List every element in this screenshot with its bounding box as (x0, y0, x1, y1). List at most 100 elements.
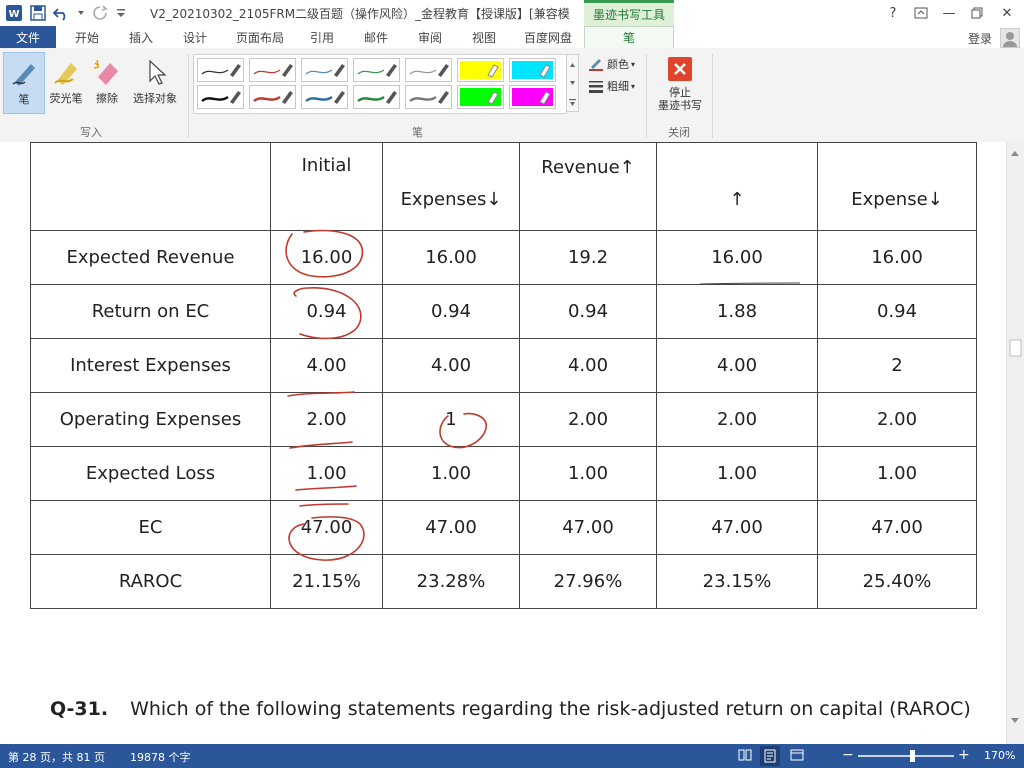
table-cell: 0.94 (270, 284, 383, 339)
undo-dropdown-icon[interactable] (76, 3, 86, 23)
table-row: EC 47.00 47.00 47.00 47.00 47.00 (30, 500, 977, 555)
ribbon-tab-bar: 文件 开始 插入 设计 页面布局 引用 邮件 审阅 视图 百度网盘 笔 (0, 26, 1024, 49)
eraser-icon (89, 54, 125, 90)
pen-swatch[interactable] (301, 58, 348, 82)
help-button[interactable]: ? (889, 5, 897, 21)
row-label-cell: Interest Expenses (30, 338, 271, 393)
quick-access-toolbar: W (4, 3, 132, 23)
title-bar: W V2_20210302_2105FRM二级百题（操作风险）_金程教育【授课版… (0, 0, 1024, 26)
pen-swatch[interactable] (353, 58, 400, 82)
pen-color-button[interactable]: 颜色 ▾ (588, 56, 635, 72)
word-app-icon[interactable]: W (4, 3, 24, 23)
pen-swatch[interactable] (301, 85, 348, 109)
table-cell: 0.94 (817, 284, 977, 339)
select-objects-button[interactable]: 选择对象 (128, 52, 182, 114)
zoom-in-button[interactable]: + (958, 747, 970, 763)
customize-qat-icon[interactable] (114, 3, 128, 23)
pen-swatch[interactable] (509, 85, 556, 109)
close-button[interactable]: ✕ (1001, 5, 1013, 21)
pen-icon (6, 55, 42, 91)
header-expenses-down: Expenses↓ (382, 142, 520, 231)
pen-swatch[interactable] (457, 85, 504, 109)
document-page[interactable]: Initial Expenses↓ Revenue↑ ↑ Expense↓ Ex… (0, 142, 1006, 744)
undo-icon[interactable] (52, 3, 72, 23)
context-tab-group-label: 墨迹书写工具 (584, 0, 674, 26)
read-mode-icon[interactable] (738, 749, 752, 764)
tab-file[interactable]: 文件 (0, 26, 56, 48)
pen-tool-button[interactable]: 笔 (3, 52, 45, 114)
table-row: Expected Revenue 16.00 16.00 19.2 16.00 16.00 (30, 230, 977, 285)
table-row: Expected Loss 1.00 1.00 1.00 1.00 1.00 (30, 446, 977, 501)
pen-swatch[interactable] (509, 58, 556, 82)
zoom-slider-thumb[interactable] (910, 750, 915, 762)
vertical-scrollbar[interactable] (1006, 142, 1024, 744)
pen-swatch[interactable] (249, 58, 296, 82)
stop-inking-label-line1: 停止 (669, 86, 691, 99)
pen-swatch[interactable] (405, 58, 452, 82)
tab-references[interactable]: 引用 (309, 30, 334, 45)
pen-swatch[interactable] (249, 85, 296, 109)
pen-swatch[interactable] (197, 85, 244, 109)
chevron-down-icon: ▾ (631, 59, 636, 69)
thickness-icon (589, 81, 603, 93)
redo-icon[interactable] (90, 3, 110, 23)
stop-inking-button[interactable]: 停止 墨迹书写 (654, 56, 706, 118)
pen-thickness-button[interactable]: 粗细 ▾ (588, 78, 635, 94)
table-cell: 4.00 (270, 338, 383, 393)
table-cell: 0.94 (382, 284, 520, 339)
highlighter-tool-button[interactable]: 荧光笔 (46, 52, 86, 114)
gallery-scroll[interactable] (566, 54, 579, 112)
table-row: Interest Expenses 4.00 4.00 4.00 4.00 2 (30, 338, 977, 393)
tab-page-layout[interactable]: 页面布局 (235, 30, 284, 45)
tab-mailings[interactable]: 邮件 (363, 30, 388, 45)
minimize-button[interactable]: — (942, 5, 956, 21)
eraser-tool-button[interactable]: 擦除 (88, 52, 126, 114)
table-cell: 21.15% (270, 554, 383, 609)
pen-swatch[interactable] (405, 85, 452, 109)
question-number: Q-31. (50, 698, 109, 720)
row-label-cell: RAROC (30, 554, 271, 609)
sign-in-link[interactable]: 登录 (967, 32, 992, 46)
svg-text:W: W (8, 9, 19, 20)
save-icon[interactable] (28, 3, 48, 23)
chevron-down-icon: ▾ (631, 81, 636, 91)
ribbon-display-options-button[interactable] (908, 2, 934, 24)
page-count-status[interactable]: 第 28 页，共 81 页 (8, 751, 105, 764)
pens-group-label: 笔 (412, 126, 423, 139)
tab-review[interactable]: 审阅 (417, 30, 442, 45)
table-body: Expected Revenue 16.00 16.00 19.2 16.00 16.00… (30, 230, 977, 609)
header-initial: Initial (270, 142, 383, 231)
zoom-level[interactable]: 170% (984, 749, 1016, 762)
row-label-cell: Operating Expenses (30, 392, 271, 447)
tab-design[interactable]: 设计 (182, 30, 207, 45)
table-cell: 25.40% (817, 554, 977, 609)
table-row: RAROC 21.15% 23.28% 27.96% 23.15% 25.40% (30, 554, 977, 609)
pen-swatch[interactable] (197, 58, 244, 82)
zoom-out-button[interactable]: − (842, 747, 854, 763)
table-cell: 1 (382, 392, 520, 447)
tab-baidu-netdisk[interactable]: 百度网盘 (523, 30, 572, 45)
table-cell: 1.88 (656, 284, 818, 339)
table-cell: 1.00 (519, 446, 657, 501)
restore-button[interactable] (964, 2, 990, 24)
scroll-thumb (1009, 339, 1022, 357)
pen-thickness-label: 粗细 (607, 80, 629, 93)
table-cell: 1.00 (656, 446, 818, 501)
tab-view[interactable]: 视图 (471, 30, 496, 45)
tab-insert[interactable]: 插入 (128, 30, 153, 45)
table-cell: 16.00 (382, 230, 520, 285)
pen-swatch[interactable] (457, 58, 504, 82)
web-layout-icon[interactable] (790, 749, 804, 764)
group-divider (188, 54, 189, 138)
avatar[interactable] (1000, 28, 1020, 48)
tab-pen[interactable]: 笔 (584, 26, 674, 48)
zoom-slider[interactable] (858, 755, 954, 757)
word-count-status[interactable]: 19878 个字 (130, 751, 191, 764)
header-up-arrow: ↑ (656, 142, 818, 231)
tab-home[interactable]: 开始 (74, 30, 99, 45)
group-divider (646, 54, 647, 138)
pen-swatch[interactable] (353, 85, 400, 109)
print-layout-icon[interactable] (760, 746, 780, 766)
select-objects-label: 选择对象 (133, 92, 177, 105)
table-cell: 16.00 (270, 230, 383, 285)
